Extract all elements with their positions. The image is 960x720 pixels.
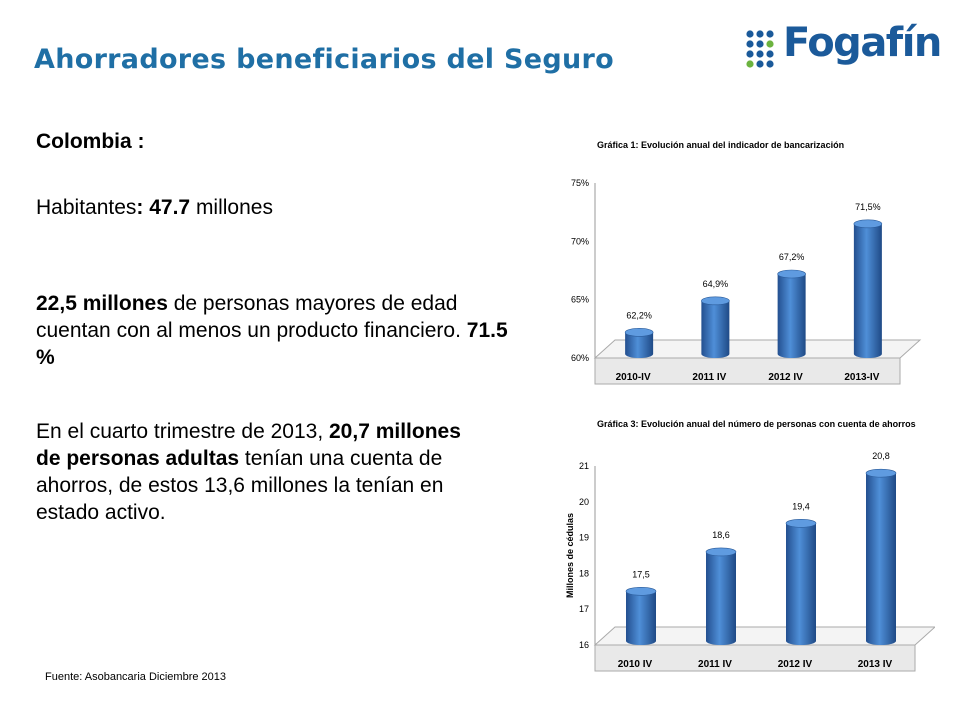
data-label: 62,2% xyxy=(626,310,652,320)
bar-body xyxy=(866,473,896,645)
data-label: 67,2% xyxy=(779,252,805,262)
country-heading: Colombia : xyxy=(36,130,145,153)
y-tick-label: 20 xyxy=(579,497,589,507)
category-label: 2010-IV xyxy=(616,372,651,383)
category-label: 2010 IV xyxy=(618,659,653,670)
y-tick-label: 16 xyxy=(579,640,589,650)
bar-top xyxy=(785,518,817,528)
data-label: 19,4 xyxy=(792,501,810,511)
y-tick-label: 17 xyxy=(579,604,589,614)
chart-title: Gráfica 3: Evolución anual del número de… xyxy=(597,419,916,429)
bar-top xyxy=(701,296,730,306)
dots-logo-icon xyxy=(746,30,774,68)
bar-2010 IV xyxy=(625,587,657,645)
y-tick-label: 21 xyxy=(579,461,589,471)
banking-percentage: 71.5 % xyxy=(36,319,508,369)
chart-savings-accounts: Gráfica 3: Evolución anual del número de… xyxy=(565,419,935,672)
category-label: 2012 IV xyxy=(768,372,803,383)
bar-2013-IV xyxy=(853,219,883,358)
savings-bold: 20,7 millones de personas adultas xyxy=(36,420,461,470)
chart-banking-indicator: Gráfica 1: Evolución anual del indicador… xyxy=(571,140,922,385)
bar-2011 IV xyxy=(705,547,737,645)
financial-product-paragraph: 22,5 millones de personas mayores de eda… xyxy=(36,290,511,371)
chart-floor-front xyxy=(594,357,901,385)
y-tick-label: 60% xyxy=(571,353,589,363)
page-title: Ahorradores beneficiarios del Seguro xyxy=(34,44,615,75)
data-label: 71,5% xyxy=(855,202,881,212)
category-label: 2011 IV xyxy=(692,372,726,383)
bar-body xyxy=(706,551,736,645)
bar-body xyxy=(777,274,806,358)
y-tick-label: 18 xyxy=(579,568,589,578)
population-label: Habitantes xyxy=(36,196,137,219)
bar-body xyxy=(701,300,730,358)
category-label: 2013-IV xyxy=(844,372,879,383)
adults-text: de personas mayores de edad cuentan con … xyxy=(36,292,467,342)
category-label: 2012 IV xyxy=(778,659,813,670)
category-label: 2013 IV xyxy=(858,659,893,670)
bar-body xyxy=(786,523,816,645)
data-label: 18,6 xyxy=(712,530,730,540)
y-tick-label: 19 xyxy=(579,533,589,543)
chart-title: Gráfica 1: Evolución anual del indicador… xyxy=(597,140,844,150)
y-axis-label: Millones de cédulas xyxy=(565,513,575,598)
bar-top xyxy=(853,219,883,229)
data-label: 17,5 xyxy=(632,569,650,579)
population-unit: millones xyxy=(190,196,273,219)
category-label: 2011 IV xyxy=(698,659,732,670)
savings-text-1: En el cuarto trimestre de 2013, xyxy=(36,420,329,443)
source-note: Fuente: Asobancaria Diciembre 2013 xyxy=(45,671,226,683)
bar-top xyxy=(705,547,737,557)
bar-2012 IV xyxy=(777,269,806,358)
adults-count: 22,5 millones xyxy=(36,292,168,315)
bar-top xyxy=(777,269,806,279)
bar-body xyxy=(625,332,654,358)
y-tick-label: 75% xyxy=(571,178,589,188)
savings-paragraph: En el cuarto trimestre de 2013, 20,7 mil… xyxy=(36,418,486,526)
population-line: Habitantes: 47.7 millones xyxy=(36,194,516,221)
bar-2010-IV xyxy=(624,328,654,358)
logo-text: Fogafín xyxy=(783,20,942,66)
data-label: 64,9% xyxy=(703,279,729,289)
population-value: : 47.7 xyxy=(136,196,191,219)
bar-2013 IV xyxy=(865,468,897,645)
bar-top xyxy=(624,328,654,337)
chart-floor-front xyxy=(594,644,916,672)
y-tick-label: 70% xyxy=(571,236,589,246)
bar-2011 IV xyxy=(701,296,730,358)
bar-top xyxy=(625,587,657,596)
savings-text-2: tenían una cuenta de ahorros, de estos 1… xyxy=(36,447,444,524)
bar-top xyxy=(865,468,897,478)
bar-body xyxy=(626,591,656,645)
y-tick-label: 65% xyxy=(571,295,589,305)
bar-body xyxy=(853,223,882,358)
data-label: 20,8 xyxy=(872,451,890,461)
bar-2012 IV xyxy=(785,518,817,645)
fogafin-logo: Fogafín xyxy=(745,20,945,76)
